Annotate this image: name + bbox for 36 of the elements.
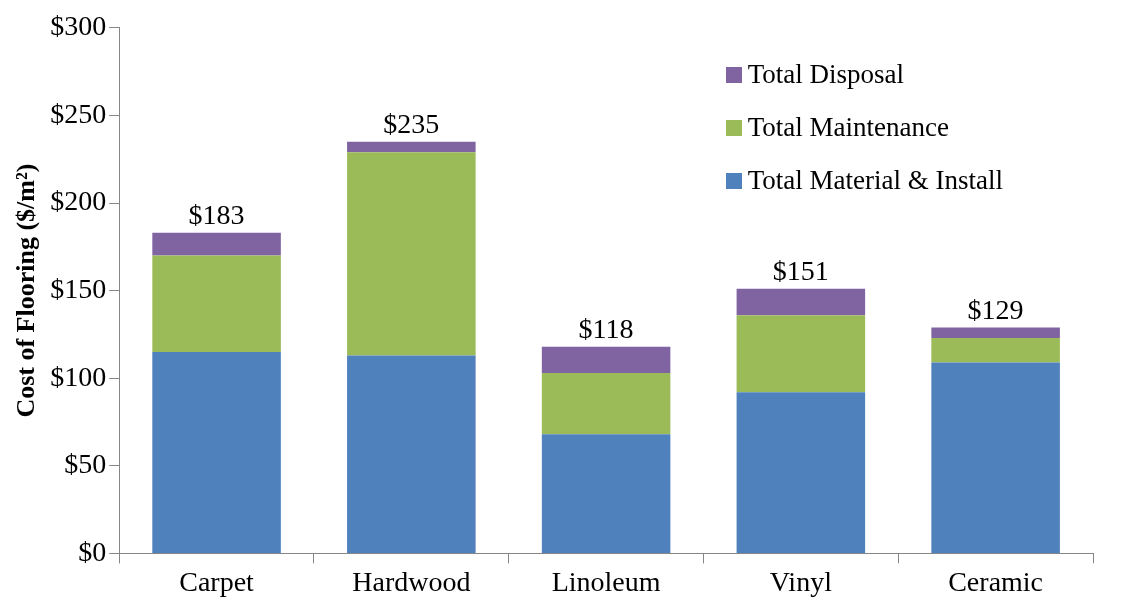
y-tick-label: $300 xyxy=(50,10,107,42)
bar xyxy=(931,362,1060,553)
y-axis-title: Cost of Flooring ($/m²) xyxy=(11,163,41,418)
y-tick-label: $250 xyxy=(50,97,107,129)
y-tick-label: $50 xyxy=(64,448,107,480)
bar xyxy=(541,434,671,553)
bar xyxy=(736,288,866,316)
total-label: $151 xyxy=(772,255,829,287)
x-tick-label: Carpet xyxy=(179,565,255,597)
bar xyxy=(152,232,281,256)
legend-label: Total Material & Install xyxy=(747,165,1003,196)
x-tick-label: Ceramic xyxy=(948,565,1044,597)
y-tick-label: $200 xyxy=(50,185,107,217)
x-tick-label: Vinyl xyxy=(769,565,833,597)
bar xyxy=(541,372,671,435)
bar xyxy=(541,346,671,373)
x-tick-label: Hardwood xyxy=(352,565,471,597)
y-tick-label: $100 xyxy=(50,360,107,392)
total-label: $118 xyxy=(578,313,634,345)
bar xyxy=(347,141,476,153)
x-tick-label: Linoleum xyxy=(551,565,661,597)
bar xyxy=(347,152,476,356)
y-tick-label: $0 xyxy=(78,535,107,567)
bar xyxy=(931,337,1060,363)
bar xyxy=(152,255,281,352)
bar xyxy=(736,315,866,393)
total-label: $183 xyxy=(188,199,245,231)
total-label: $235 xyxy=(383,108,440,140)
bar xyxy=(347,355,476,553)
legend-label: Total Maintenance xyxy=(747,112,949,143)
y-tick-label: $150 xyxy=(50,272,107,304)
total-label: $129 xyxy=(967,293,1024,325)
bar xyxy=(931,327,1060,338)
legend-label: Total Disposal xyxy=(747,59,905,90)
bar xyxy=(736,392,866,553)
bar xyxy=(152,351,281,553)
